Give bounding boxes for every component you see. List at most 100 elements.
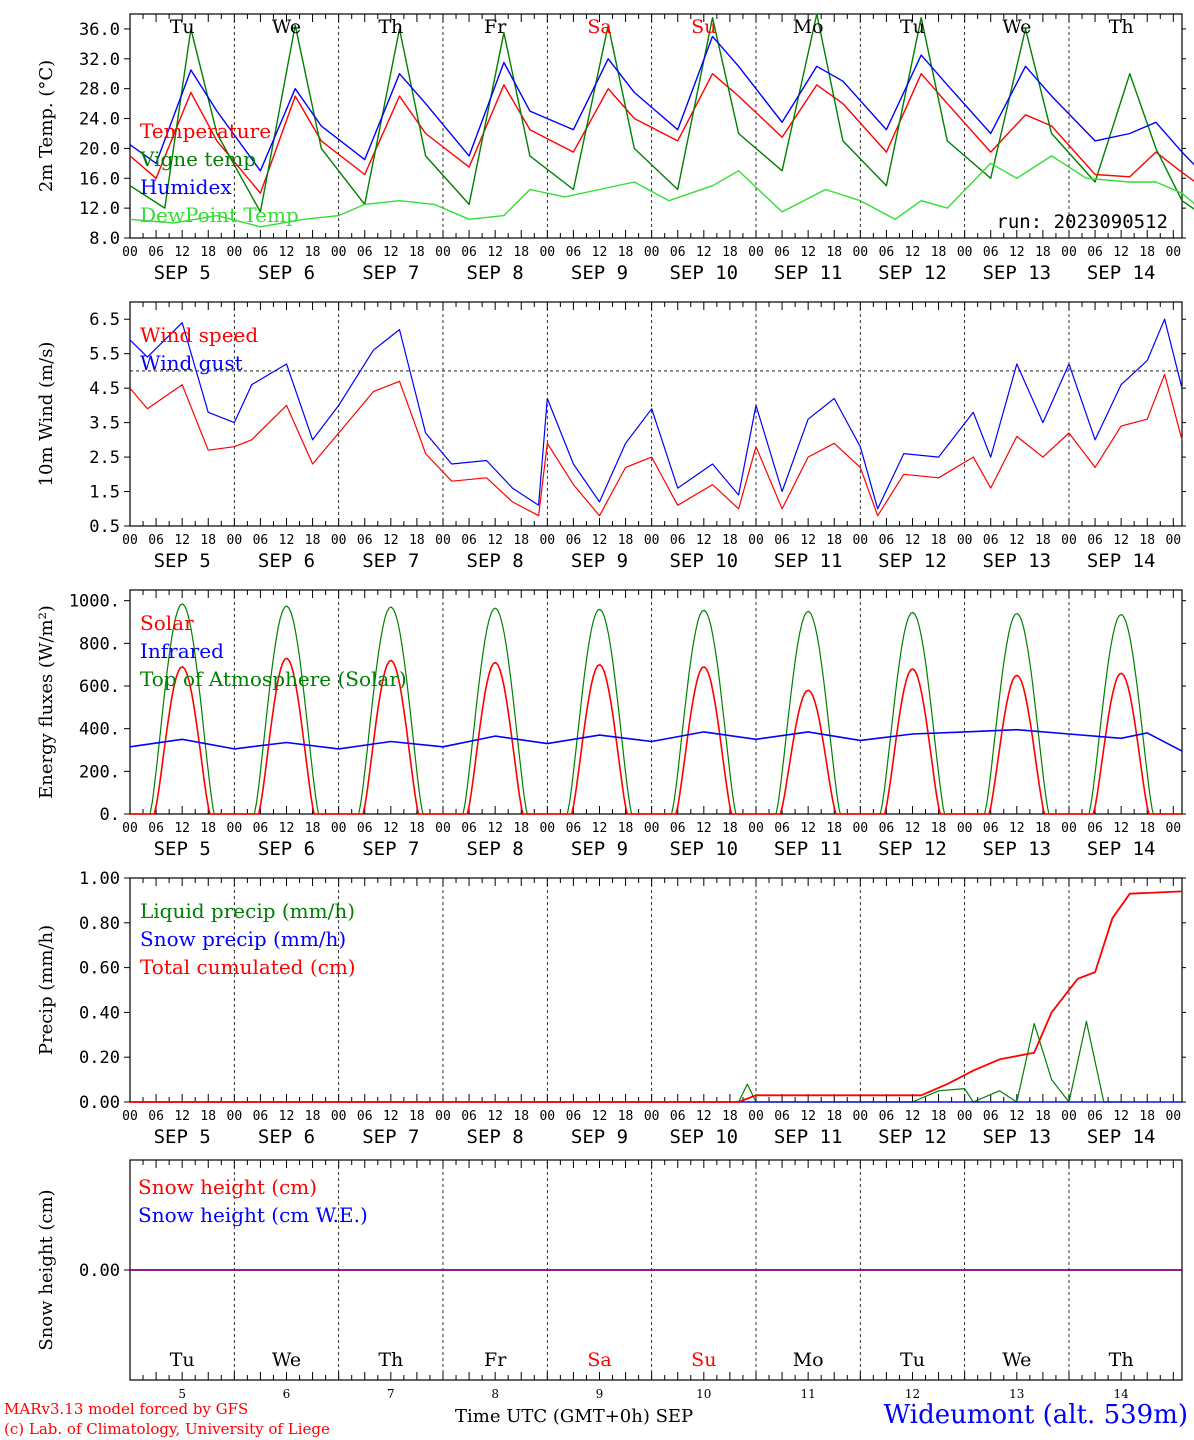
hour-tick-label: 18	[409, 533, 425, 548]
hour-tick-label: 18	[931, 245, 947, 260]
hour-tick-label: 18	[305, 245, 321, 260]
hour-tick-label: 06	[357, 821, 373, 836]
hour-tick-label: 00	[644, 1109, 660, 1124]
y-tick-label: 0.80	[79, 914, 120, 934]
hour-tick-label: 18	[826, 1109, 842, 1124]
day-number: 12	[905, 1387, 920, 1401]
hour-tick-label: 12	[1009, 1109, 1025, 1124]
hour-tick-label: 18	[618, 1109, 634, 1124]
hour-tick-label: 00	[435, 1109, 451, 1124]
hour-tick-label: 00	[227, 1109, 243, 1124]
date-label: SEP 13	[982, 838, 1051, 860]
hour-tick-label: 12	[905, 1109, 921, 1124]
hour-tick-label: 00	[539, 821, 555, 836]
hour-tick-label: 00	[852, 533, 868, 548]
date-label: SEP 13	[982, 262, 1051, 284]
legend-entry: Wind gust	[140, 351, 243, 375]
series-line-total	[130, 890, 1183, 1103]
hour-tick-label: 00	[227, 245, 243, 260]
hour-tick-label: 18	[931, 1109, 947, 1124]
day-name: Fr	[484, 16, 507, 38]
day-number: 6	[283, 1387, 291, 1401]
y-tick-label: 6.5	[89, 310, 120, 330]
hour-tick-label: 06	[879, 821, 895, 836]
series-line-wind-speed	[129, 373, 1183, 517]
hour-tick-label: 18	[826, 821, 842, 836]
hour-tick-label: 06	[357, 245, 373, 260]
legend-entry: Infrared	[140, 639, 224, 663]
hour-tick-label: 12	[383, 821, 399, 836]
series-line-top-of-atmosphere	[130, 603, 1182, 815]
day-number: 14	[1113, 1387, 1129, 1401]
hour-tick-label: 12	[1113, 821, 1129, 836]
hour-tick-label: 06	[566, 533, 582, 548]
hour-tick-label: 12	[696, 533, 712, 548]
day-name: Th	[1109, 16, 1134, 38]
day-number: 9	[596, 1387, 604, 1401]
day-name: We	[1002, 1349, 1031, 1371]
day-name: Tu	[900, 1349, 925, 1371]
hour-tick-label: 00	[227, 821, 243, 836]
day-name: Tu	[900, 16, 925, 38]
hour-tick-label: 12	[592, 245, 608, 260]
hour-tick-label: 00	[331, 533, 347, 548]
day-number: 8	[491, 1387, 499, 1401]
y-axis-label: Energy fluxes (W/m²)	[36, 605, 57, 799]
hour-tick-label: 06	[253, 533, 269, 548]
hour-tick-label: 00	[331, 245, 347, 260]
hour-tick-label: 00	[331, 821, 347, 836]
hour-tick-label: 12	[1113, 533, 1129, 548]
hour-tick-label: 18	[618, 821, 634, 836]
hour-tick-label: 12	[487, 821, 503, 836]
y-tick-label: 400.	[79, 720, 120, 740]
date-label: SEP 11	[774, 838, 843, 860]
hour-tick-label: 06	[1087, 821, 1103, 836]
y-tick-label: 8.0	[89, 229, 120, 249]
y-tick-label: 0.5	[89, 517, 120, 537]
hour-tick-label: 06	[670, 533, 686, 548]
hour-tick-label: 12	[279, 1109, 295, 1124]
hour-tick-label: 12	[174, 821, 190, 836]
date-label: SEP 6	[258, 1126, 315, 1148]
hour-tick-label: 00	[852, 245, 868, 260]
date-label: SEP 14	[1087, 838, 1156, 860]
hour-tick-label: 12	[383, 1109, 399, 1124]
y-axis-label: Snow height (cm)	[36, 1189, 57, 1350]
day-name: Fr	[484, 1349, 507, 1371]
date-label: SEP 7	[362, 262, 419, 284]
hour-tick-label: 06	[148, 533, 164, 548]
hour-tick-label: 18	[1035, 533, 1051, 548]
y-tick-label: 24.0	[79, 110, 120, 130]
hour-tick-label: 18	[305, 533, 321, 548]
hour-tick-label: 12	[592, 821, 608, 836]
date-label: SEP 8	[467, 550, 524, 572]
hour-tick-label: 06	[670, 821, 686, 836]
run-annotation: run: 2023090512	[996, 211, 1168, 233]
hour-tick-label: 06	[461, 821, 477, 836]
y-tick-label: 0.20	[79, 1048, 120, 1068]
hour-tick-label: 00	[539, 1109, 555, 1124]
y-tick-label: 0.	[100, 805, 120, 825]
date-label: SEP 5	[154, 1126, 211, 1148]
hour-tick-label: 00	[1061, 533, 1077, 548]
hour-tick-label: 00	[1061, 245, 1077, 260]
legend-entry: Temperature	[140, 119, 271, 143]
hour-tick-label: 12	[487, 533, 503, 548]
date-label: SEP 6	[258, 550, 315, 572]
hour-tick-label: 12	[905, 821, 921, 836]
hour-tick-label: 18	[931, 821, 947, 836]
hour-tick-label: 00	[1061, 821, 1077, 836]
y-tick-label: 800.	[79, 634, 120, 654]
day-name: Tu	[170, 1349, 195, 1371]
date-label: SEP 13	[982, 550, 1051, 572]
y-tick-label: 3.5	[89, 414, 120, 434]
hour-tick-label: 06	[879, 1109, 895, 1124]
day-name: Sa	[587, 16, 611, 38]
hour-tick-label: 00	[748, 533, 764, 548]
hour-tick-label: 12	[279, 245, 295, 260]
hour-tick-label: 18	[200, 821, 216, 836]
hour-tick-label: 12	[1113, 245, 1129, 260]
hour-tick-label: 06	[253, 245, 269, 260]
y-tick-label: 1.00	[79, 869, 120, 889]
x-axis-title: Time UTC (GMT+0h) SEP	[455, 1406, 694, 1427]
